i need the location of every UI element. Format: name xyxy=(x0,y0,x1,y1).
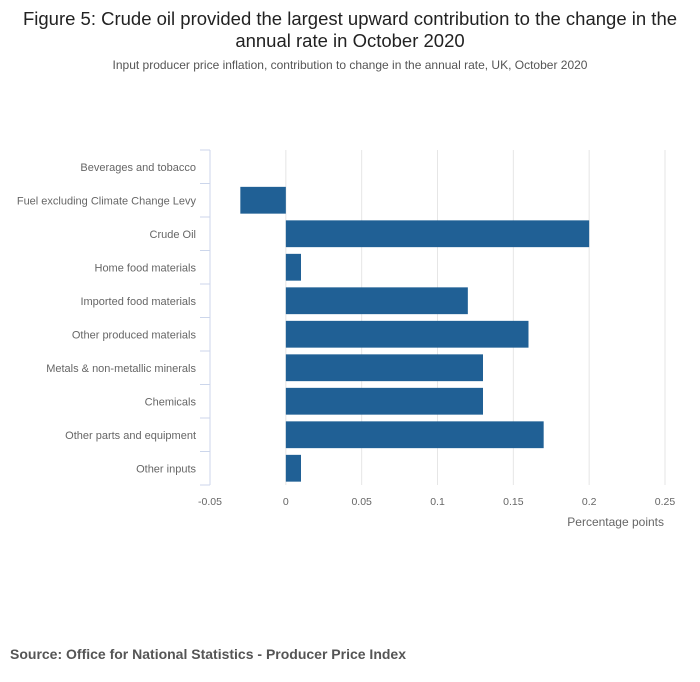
chart-subtitle: Input producer price inflation, contribu… xyxy=(112,58,588,72)
category-label: Chemicals xyxy=(145,396,197,408)
chart-title: Figure 5: Crude oil provided the largest… xyxy=(22,8,678,51)
category-label: Metals & non-metallic minerals xyxy=(46,363,196,375)
bar xyxy=(285,454,301,482)
y-axis xyxy=(200,149,211,486)
x-tick-label: 0.2 xyxy=(582,496,597,508)
category-label: Other produced materials xyxy=(72,329,197,341)
source-note: Source: Office for National Statistics -… xyxy=(10,646,406,662)
category-labels: Beverages and tobacco Fuel excluding Clim… xyxy=(17,162,197,476)
bar xyxy=(285,387,483,415)
x-tick-label: 0.1 xyxy=(430,496,445,508)
x-tick-label: -0.05 xyxy=(198,496,222,508)
bar xyxy=(285,354,483,382)
bar xyxy=(285,287,468,315)
bar xyxy=(285,320,529,348)
x-tick-labels: -0.05 0 0.05 0.1 0.15 0.2 0.25 xyxy=(198,496,675,508)
bar xyxy=(285,421,544,449)
x-tick-label: 0 xyxy=(283,496,289,508)
category-label: Home food materials xyxy=(95,262,197,274)
bars xyxy=(240,186,590,482)
category-label: Other parts and equipment xyxy=(65,430,196,442)
x-tick-label: 0.25 xyxy=(655,496,676,508)
category-label: Other inputs xyxy=(136,463,196,475)
x-axis-title: Percentage points xyxy=(567,515,664,529)
x-tick-label: 0.05 xyxy=(351,496,372,508)
category-label: Crude Oil xyxy=(150,229,196,241)
category-label: Beverages and tobacco xyxy=(80,162,196,174)
category-label: Imported food materials xyxy=(80,296,196,308)
bar xyxy=(285,253,301,281)
x-tick-label: 0.15 xyxy=(503,496,524,508)
bar xyxy=(240,186,286,214)
bar xyxy=(285,220,590,248)
category-label: Fuel excluding Climate Change Levy xyxy=(17,195,197,207)
